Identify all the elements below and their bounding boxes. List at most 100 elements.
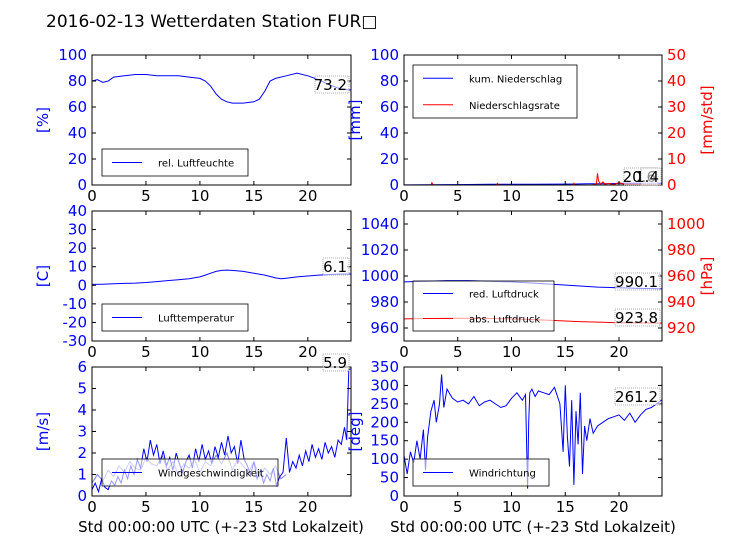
- series-line-temperature-0: [92, 269, 351, 285]
- y2-tick-label: 10: [667, 150, 686, 168]
- legend-label: kum. Niederschlag: [469, 74, 562, 85]
- y2-axis-label: [mm/std]: [698, 85, 716, 154]
- legend-label: abs. Luftdruck: [469, 315, 540, 326]
- y-tick-label: 40: [380, 124, 399, 142]
- x-tick-label: 20: [609, 343, 628, 361]
- y-tick-label: -10: [63, 295, 88, 313]
- x-tick-label: 0: [399, 343, 409, 361]
- x-tick-label: 5: [141, 343, 151, 361]
- legend-label: Windgeschwindigkeit: [158, 469, 264, 480]
- y-tick-label: 0: [389, 487, 399, 505]
- y-tick-label: 1020: [361, 241, 399, 259]
- y2-tick-label: 940: [667, 293, 696, 311]
- y2-tick-label: 960: [667, 267, 696, 285]
- value-box: [614, 308, 661, 327]
- x-tick-label: 15: [556, 187, 575, 205]
- legend: Lufttemperatur: [101, 303, 249, 332]
- y-tick-label: 100: [370, 450, 399, 468]
- y2-tick-label: 50: [667, 46, 686, 64]
- chart-pressure: 0 5 10 15 20 960 980 1000 1020 1040 920 940 960 980 10…: [361, 210, 716, 361]
- y-tick-label: 200: [370, 413, 399, 431]
- y-tick-label: 0: [77, 487, 87, 505]
- value-box: [640, 167, 662, 186]
- y-tick-label: 100: [370, 46, 399, 64]
- x-tick-label: 15: [556, 498, 575, 516]
- x-tick-label: 20: [298, 187, 317, 205]
- legend-label: Niederschlagsrate: [469, 101, 560, 112]
- x-tick-label: 5: [453, 187, 463, 205]
- legend-box: [412, 280, 555, 332]
- plot-frame: [91, 210, 352, 342]
- plot-frame: [403, 54, 663, 186]
- value-annotation: 990.1: [615, 273, 658, 291]
- y-tick-label: 350: [370, 358, 399, 376]
- y2-axis-label: [hPa]: [698, 257, 716, 296]
- y2-tick-label: 0: [667, 176, 677, 194]
- legend: rel. Luftfeuchte: [101, 148, 249, 177]
- y-tick-label: 100: [58, 46, 87, 64]
- x-tick-label: 0: [399, 187, 409, 205]
- y-tick-label: 30: [68, 221, 87, 239]
- y-tick-label: 2: [77, 444, 87, 462]
- y-tick-label: 5: [77, 380, 87, 398]
- y-axis-label: [deg]: [346, 412, 364, 452]
- x-tick-label: 0: [87, 498, 97, 516]
- value-annotation: 261.2: [615, 388, 658, 406]
- legend-label: red. Luftdruck: [469, 290, 539, 301]
- x-tick-label: 15: [244, 498, 263, 516]
- value-annotation: 1.4: [635, 168, 659, 186]
- y-tick-label: -30: [63, 332, 88, 350]
- plot-frame: [91, 54, 352, 186]
- x-tick-label: 0: [87, 187, 97, 205]
- value-annotation: 6.1: [323, 258, 347, 276]
- figure-title: 2016-02-13 Wetterdaten Station FUR□: [46, 12, 377, 32]
- chart-wind-speed: 0 5 10 15 200123456[m/s]5.9Windgeschwindigke…: [34, 353, 352, 516]
- y-tick-label: 150: [370, 432, 399, 450]
- x-tick-label: 15: [244, 343, 263, 361]
- x-tick-label: 5: [453, 343, 463, 361]
- value-box: [614, 387, 661, 406]
- value-annotation: 73.2: [314, 76, 347, 94]
- x-tick-label: 15: [244, 187, 263, 205]
- x-tick-label: 10: [502, 343, 521, 361]
- y-tick-label: 40: [68, 124, 87, 142]
- x-axis-label-right: Std 00:00:00 UTC (+-23 Std Lokalzeit): [390, 518, 676, 536]
- chart-humidity: 0 5 10 15 20 0 20 40 60 80 100 [%] 73.2 rel. Luftfeuc…: [34, 46, 352, 205]
- legend-label: rel. Luftfeuchte: [158, 159, 234, 170]
- legend: kum. Niederschlag Niederschlagsrate: [412, 64, 578, 119]
- y2-tick-label: 30: [667, 98, 686, 116]
- chart-precipitation: 0 5 10 15 20 0 20 40 60 80 100 0 10 20 30 40 50 [mm] [mm/s…: [346, 46, 716, 205]
- y-axis-label: [m/s]: [34, 412, 52, 451]
- x-tick-label: 0: [399, 498, 409, 516]
- y-tick-label: 20: [68, 150, 87, 168]
- x-tick-label: 0: [87, 343, 97, 361]
- x-tick-label: 20: [609, 498, 628, 516]
- x-tick-label: 5: [141, 498, 151, 516]
- value-annotation: 923.8: [615, 309, 658, 327]
- legend: red. Luftdruck abs. Luftdruck: [412, 280, 555, 332]
- legend: Windrichtung: [412, 458, 550, 487]
- y-tick-label: 3: [77, 423, 87, 441]
- y-tick-label: 10: [68, 258, 87, 276]
- y-tick-label: 60: [380, 98, 399, 116]
- series-line-wind_direction-0: [404, 374, 662, 489]
- y-tick-label: 1: [77, 466, 87, 484]
- y-tick-label: -20: [63, 313, 88, 331]
- y-tick-label: 0: [77, 176, 87, 194]
- y-tick-label: 300: [370, 376, 399, 394]
- x-tick-label: 5: [453, 498, 463, 516]
- y-tick-label: 250: [370, 395, 399, 413]
- x-tick-label: 10: [190, 187, 209, 205]
- y-axis-label: [mm]: [346, 100, 364, 141]
- legend-label: Lufttemperatur: [158, 314, 235, 325]
- y-tick-label: 60: [68, 98, 87, 116]
- y-tick-label: 1040: [361, 215, 399, 233]
- legend-label: Windrichtung: [469, 469, 536, 480]
- x-tick-label: 10: [502, 187, 521, 205]
- legend: Windgeschwindigkeit: [101, 458, 279, 487]
- y-tick-label: 4: [77, 401, 87, 419]
- x-tick-label: 10: [502, 498, 521, 516]
- y2-tick-label: 980: [667, 241, 696, 259]
- y2-tick-label: 40: [667, 72, 686, 90]
